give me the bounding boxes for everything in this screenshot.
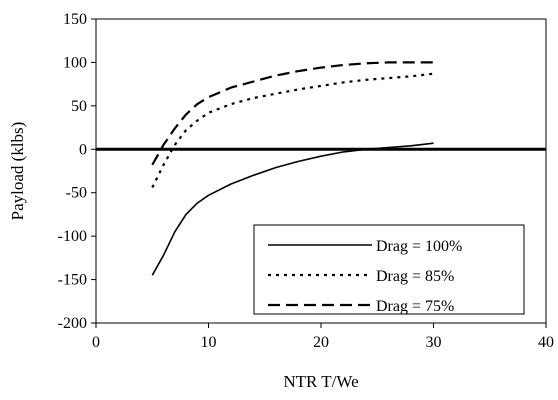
x-tick-label: 30 bbox=[426, 334, 442, 351]
y-tick-label: 150 bbox=[63, 11, 87, 28]
y-tick-label: 50 bbox=[71, 98, 87, 115]
y-tick-label: 100 bbox=[63, 54, 87, 71]
series-line bbox=[151, 72, 434, 188]
x-tick-label: 10 bbox=[201, 334, 217, 351]
legend-label: Drag = 100% bbox=[376, 238, 462, 255]
series-line bbox=[151, 61, 434, 166]
legend-box bbox=[253, 224, 525, 315]
y-axis-title: Payload (klbs) bbox=[8, 122, 27, 221]
y-tick-label: -150 bbox=[58, 272, 87, 289]
x-axis-ticks: 0 10 20 30 40 bbox=[92, 323, 554, 351]
y-tick-label: -200 bbox=[58, 315, 87, 332]
y-tick-label: 0 bbox=[79, 141, 87, 158]
x-tick-label: 0 bbox=[92, 334, 100, 351]
y-tick-label: -100 bbox=[58, 228, 87, 245]
x-tick-label: 40 bbox=[538, 334, 554, 351]
x-axis-title: NTR T/We bbox=[283, 372, 358, 391]
legend-label: Drag = 85% bbox=[376, 268, 454, 285]
y-axis-ticks: 150 100 50 0 -50 -100 -150 -200 bbox=[58, 11, 96, 332]
y-tick-label: -50 bbox=[66, 185, 87, 202]
legend: Drag = 100% Drag = 85% Drag = 75% bbox=[253, 224, 525, 315]
legend-label: Drag = 75% bbox=[376, 298, 454, 315]
x-tick-label: 20 bbox=[313, 334, 329, 351]
